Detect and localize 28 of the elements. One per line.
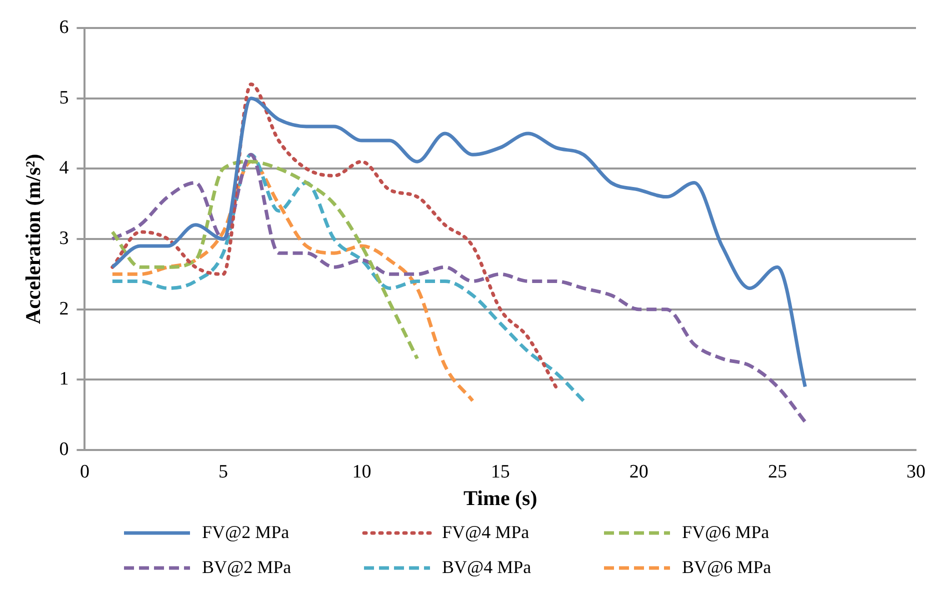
line-series [110,96,807,388]
x-tick-label: 25 [768,461,787,482]
y-tick-label: 0 [59,438,69,460]
y-tick-label: 5 [59,87,69,108]
x-tick-label: 15 [490,461,510,482]
legend-label: BV@4 MPa [442,557,532,578]
y-tick-label: 2 [59,298,69,320]
line-series [110,160,474,403]
x-tick-label: 20 [629,461,648,482]
line-series [110,82,558,388]
legend-label: BV@6 MPa [682,557,772,578]
x-axis-title: Time (s) [464,486,538,510]
y-axis-title: Acceleration (m/s²) [21,154,46,324]
x-tick-label: 0 [80,461,90,482]
y-tick-label: 6 [59,16,69,38]
legend-label: FV@4 MPa [442,522,530,543]
legend-label: FV@6 MPa [682,522,770,543]
x-tick-label: 5 [218,461,228,482]
y-tick-label: 1 [59,368,69,390]
line-series [110,160,419,360]
line-series [110,152,807,424]
x-tick-label: 10 [352,461,372,482]
x-tick-label: 30 [906,461,926,482]
legend-label: FV@2 MPa [202,522,290,543]
y-tick-label: 4 [59,158,70,179]
line-series [110,152,586,403]
legend-label: BV@2 MPa [202,557,292,578]
y-tick-label: 3 [59,228,69,249]
